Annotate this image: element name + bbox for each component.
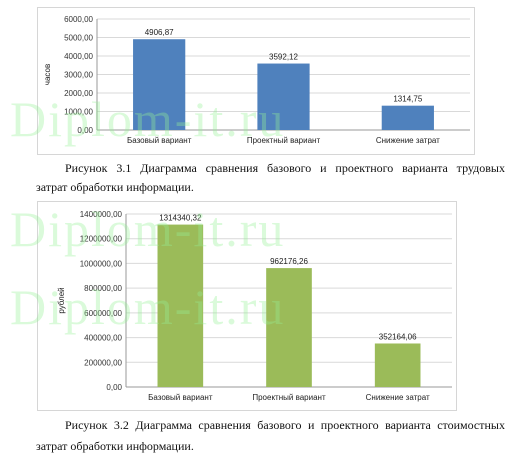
monetary-cost-chart-svg: 0,00 200000,00 400000,00 600000,00 800000,00… — [57, 210, 452, 402]
data-label: 352164,06 — [379, 332, 417, 341]
y-tick-label: 600000,00 — [84, 309, 122, 318]
x-tick-label: Проектный вариант — [247, 136, 321, 145]
y-tick-label: 4000,00 — [64, 52, 93, 61]
y-tick-label: 3000,00 — [64, 71, 93, 80]
data-label: 1314,75 — [393, 95, 422, 104]
labor-cost-chart-svg: 0,00 1000,00 2000,00 3000,00 4000,00 5000,00 6… — [43, 15, 470, 145]
bar — [157, 224, 204, 387]
bar — [257, 63, 310, 131]
labor-cost-chart: 0,00 1000,00 2000,00 3000,00 4000,00 5000,00 6… — [37, 7, 475, 155]
y-tick-label: 1200000,00 — [80, 235, 123, 244]
bar — [133, 39, 186, 131]
y-tick-label: 5000,00 — [64, 34, 93, 43]
y-tick-label: 800000,00 — [84, 284, 122, 293]
bar — [381, 105, 434, 130]
figure-1-caption-continued: затрат обработки информации. — [36, 180, 194, 194]
x-tick-label: Базовый вариант — [127, 136, 192, 145]
y-tick-label: 1000000,00 — [80, 259, 123, 268]
y-tick-label: 200000,00 — [84, 358, 122, 367]
data-label: 4906,87 — [145, 28, 174, 37]
y-tick-label: 1400000,00 — [80, 210, 123, 219]
data-label: 3592,12 — [269, 53, 298, 62]
bar — [374, 343, 421, 387]
y-axis-title: часов — [43, 64, 52, 85]
x-tick-label: Снижение затрат — [366, 393, 430, 402]
y-tick-label: 0,00 — [77, 126, 93, 135]
figure-2-caption: Рисунок 3.2 Диаграмма сравнения базового… — [65, 418, 505, 432]
x-tick-label: Проектный вариант — [252, 393, 326, 402]
monetary-cost-chart: 0,00 200000,00 400000,00 600000,00 800000,00… — [37, 201, 457, 411]
bar — [266, 268, 312, 387]
figure-1-caption: Рисунок 3.1 Диаграмма сравнения базового… — [65, 161, 505, 175]
y-axis-title: рублей — [57, 287, 66, 313]
y-tick-label: 0,00 — [106, 383, 122, 392]
figure-2-caption-continued: затрат обработки информации. — [36, 439, 194, 453]
data-label: 1314340,32 — [159, 214, 202, 223]
data-label: 962176,26 — [270, 257, 308, 266]
x-tick-label: Базовый вариант — [148, 393, 213, 402]
y-tick-label: 1000,00 — [64, 108, 93, 117]
y-tick-label: 6000,00 — [64, 15, 93, 24]
y-tick-label: 400000,00 — [84, 334, 122, 343]
x-tick-label: Снижение затрат — [376, 136, 440, 145]
y-tick-label: 2000,00 — [64, 89, 93, 98]
